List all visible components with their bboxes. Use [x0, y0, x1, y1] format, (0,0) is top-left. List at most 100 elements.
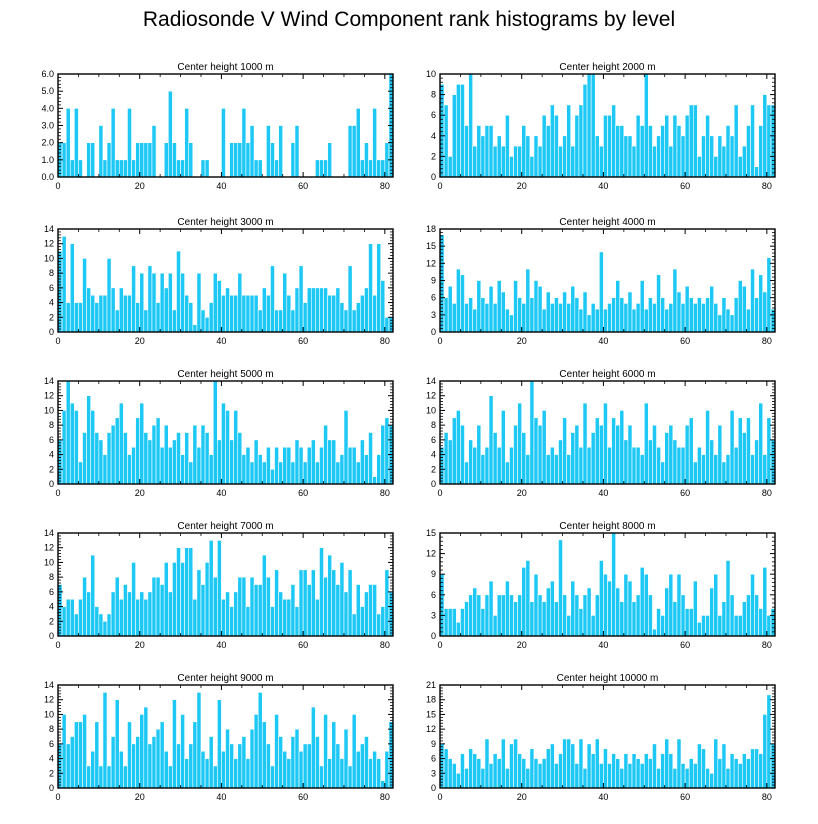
- bar: [159, 272, 165, 333]
- x-tick-label: 0: [437, 336, 442, 346]
- bar: [319, 446, 324, 485]
- bar: [586, 446, 592, 485]
- bar: [331, 439, 337, 485]
- bar: [729, 314, 735, 333]
- figure-title: Radiosonde V Wind Component rank histogr…: [142, 8, 676, 31]
- bar: [335, 584, 341, 637]
- y-tick-label: 12: [426, 549, 436, 559]
- y-tick-label: 10: [426, 69, 436, 79]
- bar: [127, 294, 132, 333]
- bar: [180, 714, 185, 789]
- bar: [648, 439, 653, 485]
- bar: [737, 763, 743, 789]
- bar: [460, 608, 465, 637]
- bar: [65, 380, 71, 485]
- histogram-panel-5: Center height 6000 m 0 20 40 60 80 0 2 4 6 8 10 12 14: [426, 369, 776, 498]
- bar: [343, 591, 349, 637]
- bar: [180, 562, 185, 637]
- bar: [380, 424, 386, 485]
- bar: [118, 402, 124, 485]
- bar: [529, 156, 535, 178]
- bar: [623, 573, 629, 637]
- y-tick-label: 14: [44, 376, 54, 386]
- x-tick-label: 80: [380, 792, 390, 802]
- bar: [364, 142, 369, 178]
- bar: [656, 768, 661, 789]
- bar: [90, 410, 96, 485]
- bar: [323, 287, 328, 333]
- bar: [266, 294, 271, 333]
- bar: [566, 454, 572, 485]
- bar: [590, 73, 596, 178]
- bar: [623, 439, 629, 485]
- bar: [586, 587, 592, 637]
- bar: [127, 721, 132, 789]
- bar: [78, 461, 83, 485]
- bar: [123, 159, 128, 178]
- y-tick-label: 10: [44, 405, 54, 415]
- bar: [384, 569, 390, 637]
- bar: [496, 758, 502, 789]
- bar: [746, 417, 751, 485]
- bar: [742, 432, 747, 485]
- bar: [118, 750, 124, 789]
- bar: [168, 765, 173, 789]
- bar: [135, 598, 141, 637]
- bar: [110, 736, 116, 789]
- bar: [163, 287, 169, 333]
- bar: [541, 758, 547, 789]
- bar: [766, 615, 772, 637]
- bar: [261, 554, 267, 637]
- bar: [306, 287, 312, 333]
- bar: [298, 750, 304, 789]
- bar: [701, 748, 706, 789]
- bar: [505, 114, 510, 178]
- histogram-panel-4: Center height 5000 m 0 20 40 60 80 0 2 4 6 8 10 12 14: [44, 369, 394, 498]
- bar: [619, 297, 625, 333]
- bar: [480, 768, 486, 789]
- bar: [274, 569, 279, 637]
- bar: [298, 446, 304, 485]
- bar: [270, 265, 275, 333]
- bar: [351, 309, 357, 333]
- bar: [603, 748, 608, 789]
- bar: [123, 584, 128, 637]
- bar: [380, 159, 386, 178]
- bar: [98, 765, 104, 789]
- bar: [750, 454, 755, 485]
- bar: [376, 454, 382, 485]
- bar: [290, 736, 296, 789]
- bar: [476, 125, 482, 178]
- x-tick-label: 80: [762, 336, 772, 346]
- bar: [496, 280, 502, 333]
- bar: [721, 461, 727, 485]
- bar: [302, 569, 308, 637]
- bar: [282, 750, 288, 789]
- bar: [672, 268, 678, 333]
- bar: [517, 145, 523, 178]
- bar: [319, 547, 324, 637]
- bar: [754, 594, 759, 637]
- bar: [480, 297, 486, 333]
- bar: [102, 620, 108, 637]
- bar: [229, 294, 234, 333]
- bar: [327, 142, 333, 178]
- bar: [554, 763, 559, 789]
- y-tick-label: 0: [431, 479, 436, 489]
- bar: [143, 432, 149, 485]
- bar: [456, 621, 461, 637]
- bar: [570, 743, 576, 789]
- bar: [106, 432, 112, 485]
- bar: [525, 454, 531, 485]
- bar: [339, 758, 345, 789]
- bar: [351, 446, 357, 485]
- bar: [163, 142, 169, 178]
- bar: [266, 576, 271, 637]
- plot-frame: [439, 532, 776, 637]
- y-tick-label: 15: [426, 528, 436, 538]
- bar: [192, 721, 198, 789]
- bar: [705, 410, 710, 485]
- bar: [541, 308, 547, 333]
- bar: [652, 424, 657, 485]
- panel-title: Center height 6000 m: [559, 369, 655, 380]
